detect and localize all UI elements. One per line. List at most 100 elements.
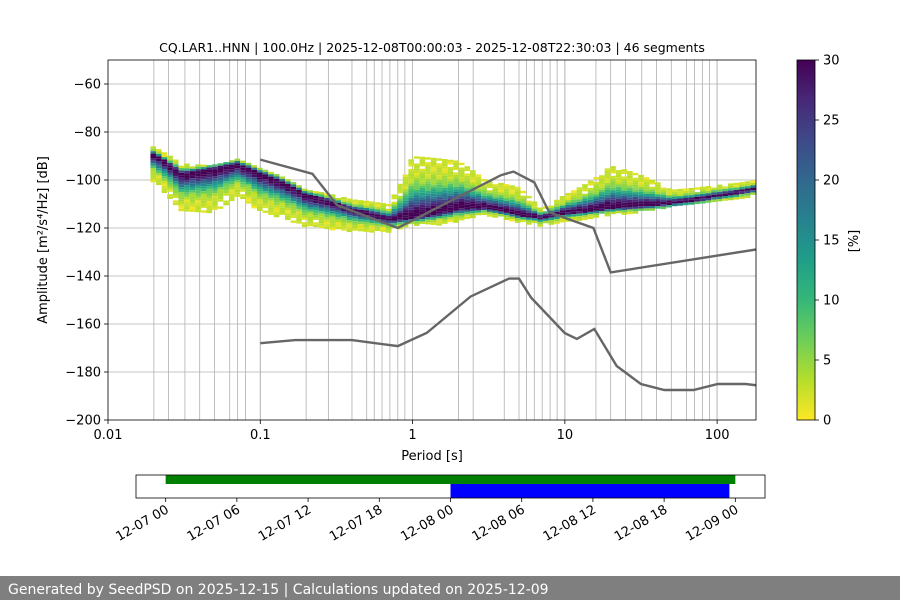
heatmap-cell <box>660 199 667 202</box>
heatmap-cell <box>430 193 437 197</box>
heatmap-cell <box>733 194 740 198</box>
heatmap-cell <box>447 169 454 172</box>
heatmap-cell <box>178 187 185 190</box>
heatmap-cell <box>313 205 319 208</box>
heatmap-cell <box>156 149 162 152</box>
heatmap-cell <box>419 202 426 205</box>
heatmap-cell <box>570 209 577 212</box>
heatmap-cell <box>212 171 218 174</box>
heatmap-cell <box>408 209 414 213</box>
heatmap-cell <box>357 224 364 227</box>
heatmap-cell <box>285 200 291 204</box>
heatmap-cell <box>189 192 196 196</box>
heatmap-cell <box>744 195 751 199</box>
heatmap-cell <box>464 168 471 172</box>
heatmap-cell <box>296 190 302 193</box>
heatmap-cell <box>615 194 622 197</box>
heatmap-cell <box>172 195 179 198</box>
x-tick-label: 100 <box>705 428 730 443</box>
psd-heatmap <box>150 146 756 233</box>
heatmap-cell <box>178 175 185 178</box>
heatmap-cell <box>273 214 280 218</box>
heatmap-cell <box>520 195 527 199</box>
heatmap-cell <box>413 170 420 174</box>
heatmap-cell <box>268 207 274 211</box>
heatmap-cell <box>324 214 330 218</box>
heatmap-cell <box>582 203 588 206</box>
heatmap-cell <box>352 199 358 202</box>
heatmap-cell <box>172 169 179 172</box>
heatmap-cell <box>172 164 179 167</box>
heatmap-cell <box>604 175 611 178</box>
heatmap-cell <box>727 195 734 198</box>
heatmap-cell <box>442 221 448 224</box>
heatmap-cell <box>380 217 386 220</box>
heatmap-cell <box>167 196 173 199</box>
heatmap-cell <box>621 207 628 211</box>
heatmap-cell <box>621 202 628 206</box>
heatmap-cell <box>677 188 684 192</box>
heatmap-cell <box>638 179 644 183</box>
heatmap-cell <box>475 179 482 182</box>
heatmap-cell <box>262 184 269 187</box>
heatmap-cell <box>430 162 437 165</box>
heatmap-cell <box>514 210 521 214</box>
heatmap-cell <box>352 225 358 229</box>
heatmap-cell <box>273 202 280 206</box>
heatmap-cell <box>228 174 235 178</box>
heatmap-cell <box>492 215 499 218</box>
heatmap-cell <box>206 165 213 168</box>
heatmap-cell <box>206 189 213 192</box>
heatmap-cell <box>458 184 465 187</box>
heatmap-cell <box>234 192 241 195</box>
heatmap-cell <box>301 200 308 204</box>
heatmap-cell <box>458 203 465 206</box>
heatmap-cell <box>716 184 723 187</box>
heatmap-cell <box>391 194 398 197</box>
heatmap-cell <box>430 172 437 175</box>
heatmap-cell <box>470 184 476 187</box>
heatmap-cell <box>638 184 644 187</box>
heatmap-cell <box>161 178 168 182</box>
heatmap-cell <box>436 187 443 190</box>
heatmap-cell <box>385 213 392 216</box>
heatmap-cell <box>178 201 185 205</box>
heatmap-cell <box>161 183 168 186</box>
heatmap-cell <box>526 210 532 213</box>
heatmap-cell <box>217 165 224 169</box>
heatmap-cell <box>486 185 493 188</box>
heatmap-cell <box>402 181 409 185</box>
heatmap-cell <box>453 220 459 223</box>
heatmap-cell <box>200 171 207 175</box>
heatmap-cell <box>408 200 414 203</box>
heatmap-cell <box>677 193 684 197</box>
heatmap-cell <box>419 156 426 160</box>
heatmap-cell <box>273 178 280 182</box>
heatmap-cell <box>531 215 538 219</box>
heatmap-cell <box>172 171 179 174</box>
heatmap-cell <box>296 216 302 219</box>
heatmap-cell <box>385 203 392 207</box>
heatmap-cell <box>178 204 185 207</box>
heatmap-cell <box>167 177 173 180</box>
heatmap-cell <box>514 206 521 209</box>
heatmap-cell <box>245 174 252 178</box>
heatmap-cell <box>156 158 162 162</box>
heatmap-cell <box>313 191 319 194</box>
heatmap-cell <box>509 209 515 212</box>
heatmap-cell <box>554 202 560 205</box>
heatmap-cell <box>548 210 555 213</box>
heatmap-cell <box>363 200 370 204</box>
heatmap-cell <box>419 199 426 203</box>
heatmap-cell <box>632 172 639 176</box>
heatmap-cell <box>458 196 465 199</box>
heatmap-cell <box>369 220 375 224</box>
heatmap-cell <box>161 154 168 158</box>
heatmap-cell <box>453 213 459 216</box>
heatmap-cell <box>296 194 302 198</box>
heatmap-cell <box>363 212 370 216</box>
heatmap-cell <box>256 186 263 190</box>
heatmap-cell <box>212 164 218 167</box>
heatmap-cell <box>486 204 493 208</box>
heatmap-cell <box>486 209 493 212</box>
